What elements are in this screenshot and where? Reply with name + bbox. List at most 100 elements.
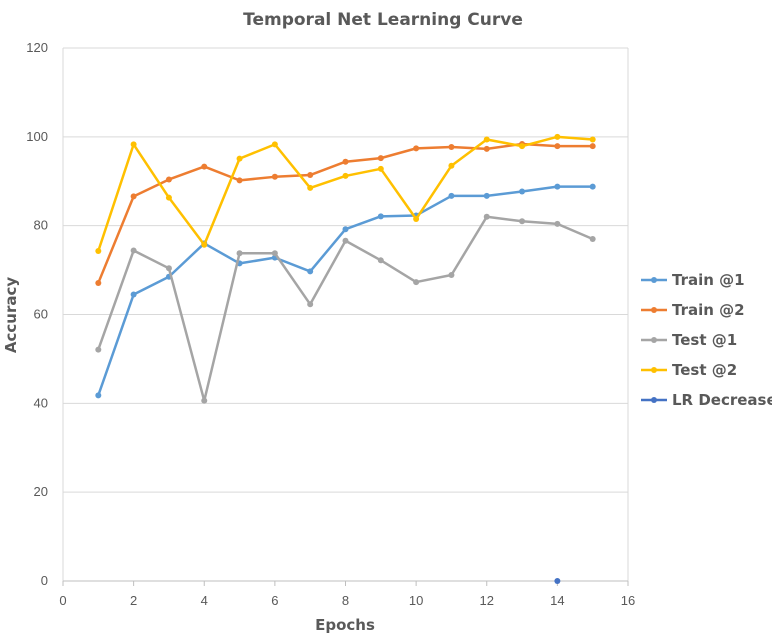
legend-swatch-marker	[651, 337, 657, 343]
legend-item: Train @2	[641, 301, 745, 319]
series-line	[97, 135, 594, 253]
data-point	[95, 346, 102, 353]
data-point	[413, 216, 420, 223]
data-point	[165, 194, 172, 201]
data-point	[307, 301, 314, 308]
data-point	[271, 250, 278, 257]
data-point	[448, 162, 455, 169]
data-point	[448, 192, 455, 199]
data-point	[165, 176, 172, 183]
legend: Train @1 Train @2 Test @1 Test @2 LR Decreas…	[641, 271, 772, 409]
data-point	[519, 218, 526, 225]
data-point	[554, 143, 561, 150]
y-tick-label: 100	[26, 129, 48, 144]
data-point	[519, 188, 526, 195]
x-tick-label: 16	[621, 593, 635, 608]
data-point	[554, 183, 561, 190]
y-axis-title: Accuracy	[2, 277, 20, 353]
x-tick-label: 10	[409, 593, 423, 608]
series-train-1	[95, 183, 596, 399]
legend-swatch-marker	[651, 367, 657, 373]
legend-item: Test @1	[641, 331, 737, 349]
data-point	[483, 145, 490, 152]
data-point	[519, 143, 526, 150]
legend-label: Test @1	[672, 331, 737, 349]
x-tick-label: 8	[342, 593, 349, 608]
series-group	[95, 133, 596, 584]
data-point	[589, 235, 596, 242]
series-line	[97, 215, 594, 402]
legend-item: LR Decrease	[641, 391, 772, 409]
data-point	[377, 155, 384, 162]
data-point	[483, 136, 490, 143]
series-line	[97, 142, 594, 285]
data-point	[483, 192, 490, 199]
legend-swatch-marker	[651, 397, 657, 403]
data-point	[95, 247, 102, 254]
x-tick-label: 6	[271, 593, 278, 608]
legend-label: Test @2	[672, 361, 737, 379]
data-point	[413, 145, 420, 152]
x-tick-label: 4	[201, 593, 208, 608]
data-point	[342, 172, 349, 179]
x-axis-title: Epochs	[315, 616, 375, 633]
data-point	[307, 184, 314, 191]
data-point	[201, 163, 208, 170]
data-point	[95, 392, 102, 399]
y-tick-label: 80	[34, 218, 48, 233]
data-point	[589, 183, 596, 190]
y-tick-label: 20	[34, 484, 48, 499]
data-point	[165, 265, 172, 272]
x-tick-label: 12	[480, 593, 494, 608]
data-point	[554, 133, 561, 140]
data-point	[589, 143, 596, 150]
data-point	[130, 141, 137, 148]
data-point	[307, 268, 314, 275]
y-tick-label: 40	[34, 395, 48, 410]
data-point	[377, 213, 384, 220]
data-point	[342, 237, 349, 244]
legend-label: Train @1	[672, 271, 745, 289]
data-point	[589, 136, 596, 143]
legend-swatch-marker	[651, 277, 657, 283]
x-tick-label: 2	[130, 593, 137, 608]
data-point	[342, 158, 349, 165]
y-tick-label: 60	[34, 307, 48, 322]
y-tick-label: 120	[26, 40, 48, 55]
grid	[63, 47, 628, 493]
series-train-2	[95, 140, 596, 286]
data-point	[271, 141, 278, 148]
data-point	[448, 271, 455, 278]
data-point	[307, 172, 314, 179]
data-point	[236, 250, 243, 257]
x-tick-label: 14	[550, 593, 564, 608]
legend-label: Train @2	[672, 301, 745, 319]
data-point	[483, 213, 490, 220]
data-point	[201, 241, 208, 248]
legend-item: Train @1	[641, 271, 745, 289]
legend-item: Test @2	[641, 361, 737, 379]
data-point	[201, 397, 208, 404]
x-tick-label: 0	[59, 593, 66, 608]
axes	[62, 48, 629, 586]
legend-label: LR Decrease	[672, 391, 772, 409]
data-point	[413, 279, 420, 286]
x-tick-labels: 0 2 4 6 8 10 12 14 16	[59, 593, 635, 608]
chart-title: Temporal Net Learning Curve	[243, 10, 523, 30]
data-point	[271, 173, 278, 180]
data-point	[554, 220, 561, 227]
data-point	[342, 226, 349, 233]
data-point	[130, 193, 137, 200]
series-test-1	[95, 213, 596, 404]
y-tick-labels: 0 20 40 60 80 100 120	[26, 40, 48, 588]
data-point	[554, 578, 561, 584]
series-lr-decrease	[554, 578, 561, 584]
series-test-2	[95, 133, 596, 254]
data-point	[130, 291, 137, 298]
data-point	[236, 177, 243, 184]
y-tick-label: 0	[41, 573, 48, 588]
data-point	[377, 257, 384, 264]
data-point	[130, 247, 137, 254]
series-line	[97, 185, 594, 397]
